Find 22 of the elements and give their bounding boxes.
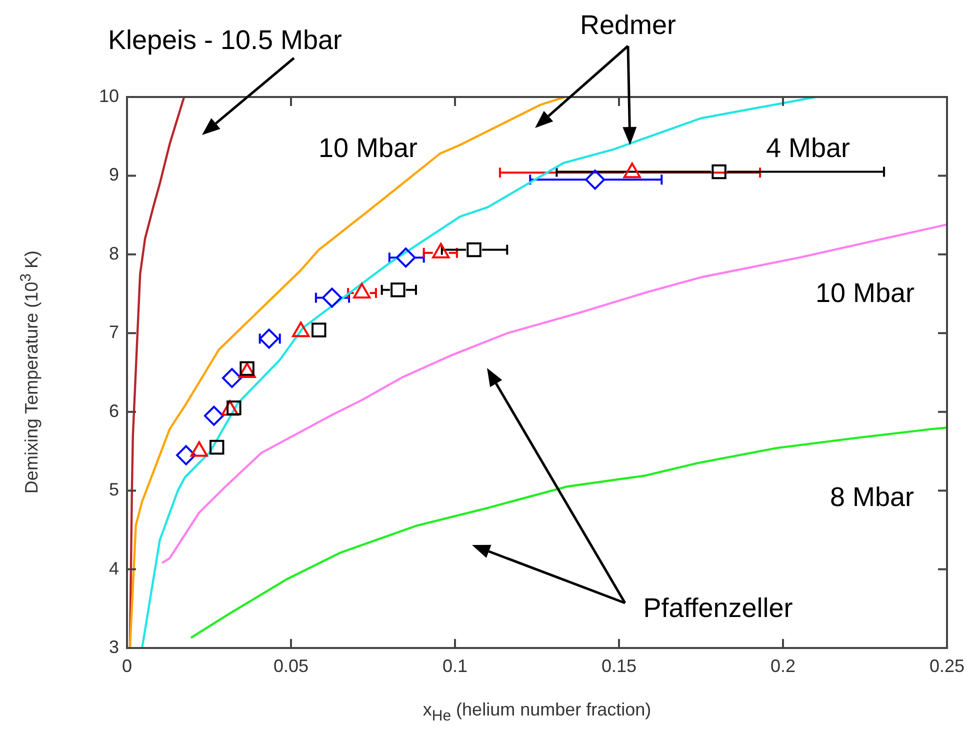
x-tick-label: 0.1: [442, 656, 468, 676]
x-tick-label: 0.15: [601, 656, 637, 676]
y-tick-label: 7: [108, 322, 119, 342]
text: Klepeis - 10.5 Mbar: [108, 25, 342, 55]
y-tick-label: 10: [98, 86, 119, 106]
text: Redmer: [580, 10, 676, 40]
y-tick-label: 3: [108, 636, 119, 657]
y-tick-label: 4: [108, 558, 119, 578]
x-tick-label: 0: [122, 656, 132, 676]
x-tick-label: 0.2: [770, 656, 796, 676]
y-tick-label: 9: [108, 164, 119, 185]
annotation: 10 Mbar: [318, 133, 418, 163]
y-tick-label: 6: [108, 400, 119, 421]
annotation: 4 Mbar: [766, 133, 850, 163]
x-tick-label: 0.05: [273, 656, 309, 676]
y-tick-label: 8: [108, 243, 119, 264]
annotation: 10 Mbar: [815, 278, 915, 308]
annotation: 8 Mbar: [830, 482, 914, 512]
y-tick-label: 5: [108, 480, 119, 500]
annotation: Pfaffenzeller: [643, 593, 793, 623]
x-tick-label: 0.25: [929, 656, 965, 676]
x-axis-title: x$_{He}$ (helium number fraction): [422, 700, 652, 724]
